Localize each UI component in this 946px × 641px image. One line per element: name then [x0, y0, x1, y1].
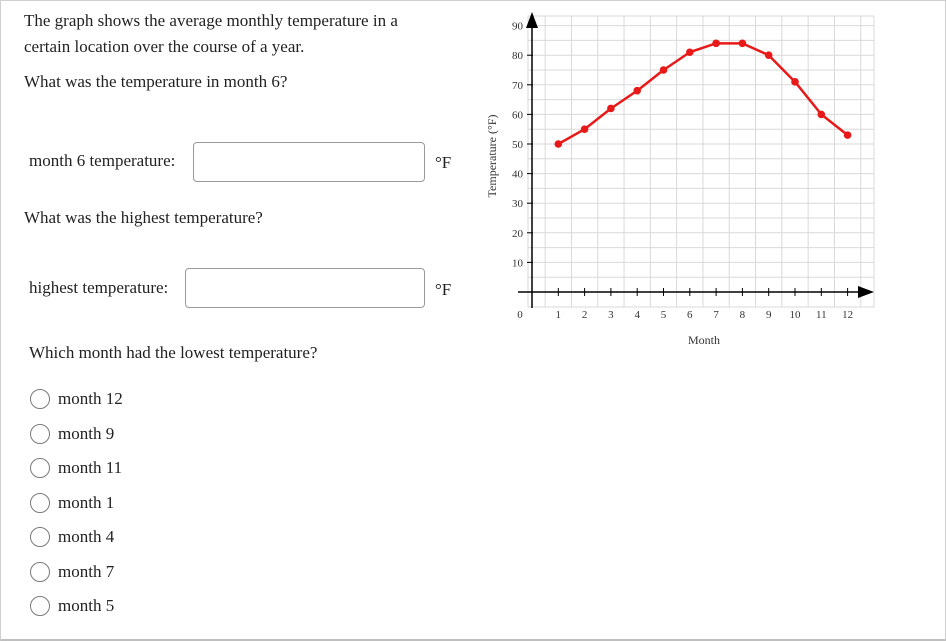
data-point: [843, 131, 852, 139]
option-label: month 9: [58, 424, 115, 443]
data-point: [791, 78, 799, 86]
option-label: month 1: [58, 493, 115, 512]
x-tick-label: 2: [582, 309, 588, 321]
unit-fahrenheit-2: °F: [435, 280, 452, 299]
data-point: [712, 39, 720, 48]
data-point: [817, 110, 826, 119]
data-point: [659, 66, 668, 74]
radio-button[interactable]: [30, 424, 50, 444]
x-tick-label: 8: [740, 309, 746, 321]
month6-temperature-label: month 6 temperature:: [29, 151, 176, 170]
series-line: [557, 42, 849, 146]
data-point: [607, 104, 615, 113]
question-intro: The graph shows the average monthly temp…: [24, 11, 398, 56]
option-label: month 4: [58, 527, 115, 546]
radio-button[interactable]: [30, 493, 50, 513]
y-tick-label: 50: [512, 139, 524, 151]
data-point: [764, 51, 773, 59]
y-tick-label: 60: [512, 109, 524, 121]
x-axis-title: Month: [688, 333, 720, 347]
y-tick-label: 90: [512, 21, 524, 33]
x-tick-label: 11: [816, 309, 827, 321]
y-tick-label: 30: [512, 198, 524, 210]
x-axis-arrow: [858, 286, 874, 298]
y-tick-label: 80: [512, 50, 524, 62]
question-2-text: What was the highest temperature?: [24, 208, 263, 227]
option-month-4[interactable]: month 4: [30, 525, 114, 549]
month6-temperature-input[interactable]: [193, 142, 425, 182]
option-month-5[interactable]: month 5: [30, 594, 114, 618]
option-month-12[interactable]: month 12: [30, 387, 123, 411]
option-label: month 5: [58, 596, 115, 615]
plot-frame: [527, 15, 875, 308]
x-tick-label: 12: [842, 309, 853, 321]
y-tick-label: 70: [512, 80, 524, 92]
x-tick-label: 7: [713, 309, 719, 321]
data-point: [580, 125, 589, 133]
option-label: month 11: [58, 458, 123, 477]
x-tick-label: 9: [766, 309, 772, 321]
y-tick-label: 20: [512, 228, 524, 240]
data-point: [554, 140, 563, 148]
radio-button[interactable]: [30, 596, 50, 616]
y-axis-arrow: [526, 12, 538, 28]
option-month-11[interactable]: month 11: [30, 456, 122, 480]
radio-button[interactable]: [30, 458, 50, 478]
y-tick-label: 40: [512, 169, 524, 181]
unit-fahrenheit-1: °F: [435, 153, 452, 172]
radio-button[interactable]: [30, 562, 50, 582]
x-tick-label: 10: [790, 309, 802, 321]
highest-temperature-label: highest temperature:: [29, 278, 169, 297]
x-tick-label: 4: [634, 309, 640, 321]
y-tick-label: 10: [512, 257, 524, 269]
x-tick-label: 5: [661, 309, 667, 321]
data-point: [738, 39, 747, 48]
x-tick-label: 6: [687, 309, 693, 321]
option-label: month 7: [58, 562, 115, 581]
highest-temperature-input[interactable]: [185, 268, 425, 308]
y-tick-label: 0: [517, 309, 523, 321]
option-month-7[interactable]: month 7: [30, 560, 114, 584]
x-tick-label: 1: [556, 309, 562, 321]
option-label: month 12: [58, 389, 123, 408]
question-1-text: What was the temperature in month 6?: [24, 72, 288, 91]
y-axis-title: Temperature (°F): [485, 115, 499, 198]
option-month-9[interactable]: month 9: [30, 422, 114, 446]
x-tick-label: 3: [608, 309, 614, 321]
data-point: [686, 48, 694, 57]
question-3-text: Which month had the lowest temperature?: [29, 343, 318, 362]
radio-button[interactable]: [30, 527, 50, 547]
radio-button[interactable]: [30, 389, 50, 409]
data-point: [633, 86, 641, 95]
option-month-1[interactable]: month 1: [30, 491, 114, 515]
